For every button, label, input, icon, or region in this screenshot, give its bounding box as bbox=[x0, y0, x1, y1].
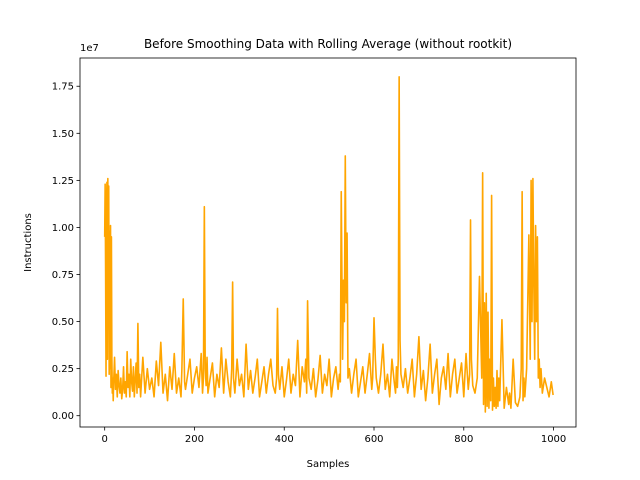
y-tick-label: 1.75 bbox=[52, 82, 74, 93]
x-tick-label: 1000 bbox=[541, 434, 566, 445]
y-tick-label: 0.00 bbox=[52, 411, 74, 422]
x-axis-label: Samples bbox=[307, 459, 350, 470]
series-layer bbox=[103, 76, 554, 413]
y-tick-label: 1.00 bbox=[52, 223, 74, 234]
y-tick-label: 0.25 bbox=[52, 364, 74, 375]
y-axis-label: Instructions bbox=[23, 213, 34, 272]
y-tick-label: 0.50 bbox=[52, 317, 74, 328]
x-tick-label: 800 bbox=[454, 434, 473, 445]
plot-frame bbox=[79, 57, 577, 428]
x-axis-ticks: 0 200 400 600 800 1000 bbox=[102, 427, 566, 445]
y-tick-label: 0.75 bbox=[52, 270, 74, 281]
x-tick-label: 400 bbox=[275, 434, 294, 445]
x-tick-label: 200 bbox=[185, 434, 204, 445]
x-tick-label: 0 bbox=[102, 434, 108, 445]
x-tick-label: 600 bbox=[364, 434, 383, 445]
series-line-0 bbox=[103, 76, 554, 413]
y-axis-ticks: 0.00 0.25 0.50 0.75 1.00 1.25 1.50 1.75 bbox=[52, 82, 80, 422]
chart-title: Before Smoothing Data with Rolling Avera… bbox=[144, 37, 512, 51]
y-tick-label: 1.50 bbox=[52, 129, 74, 140]
y-axis-offset-label: 1e7 bbox=[80, 43, 99, 54]
y-tick-label: 1.25 bbox=[52, 176, 74, 187]
